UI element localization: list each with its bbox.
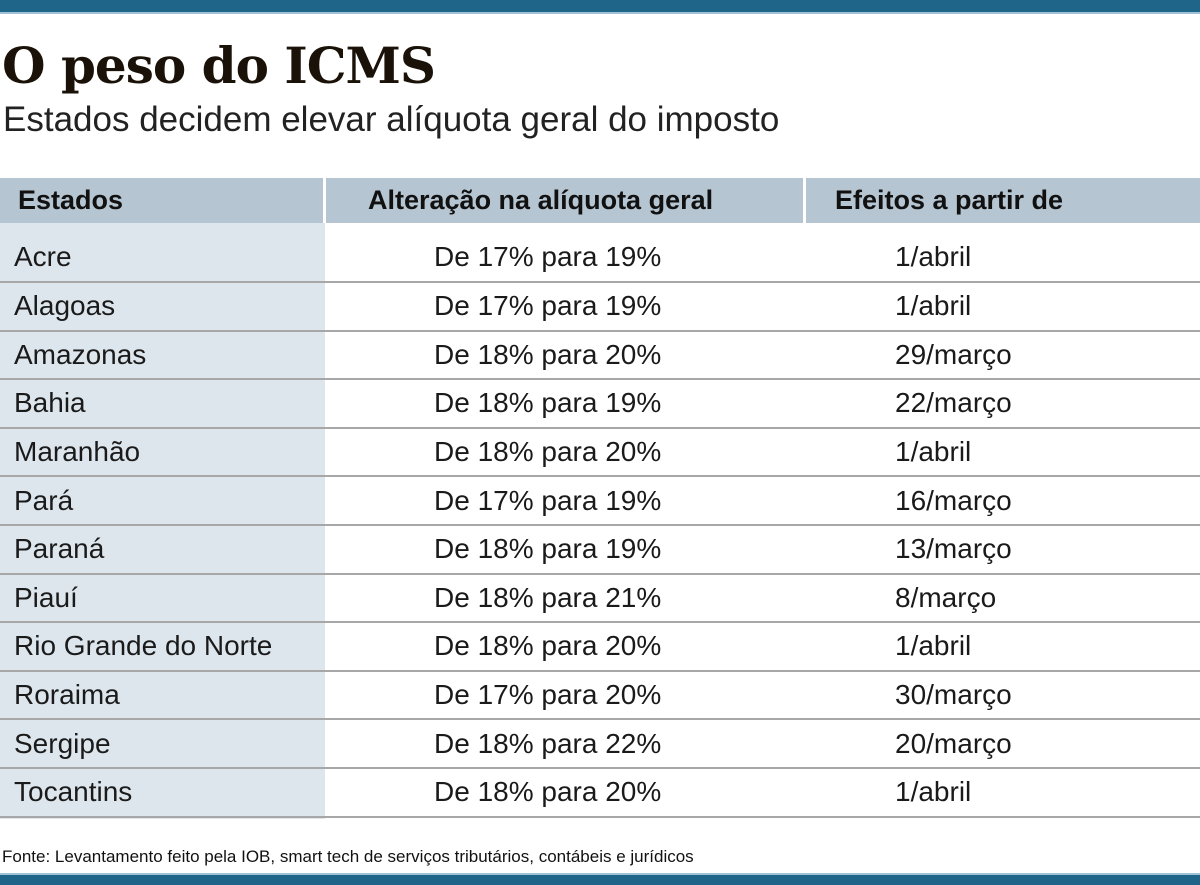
cell-efeito: 22/março bbox=[895, 387, 1012, 419]
header-estados: Estados bbox=[18, 185, 124, 215]
source-note: Fonte: Levantamento feito pela IOB, smar… bbox=[2, 847, 694, 866]
cell-alteracao: De 18% para 22% bbox=[434, 727, 662, 759]
table-row: Paraná De 18% para 19% 13/março bbox=[0, 526, 1200, 575]
table-row: Alagoas De 17% para 19% 1/abril bbox=[0, 283, 1200, 332]
cell-estado: Tocantins bbox=[14, 776, 133, 808]
table-row: Maranhão De 18% para 20% 1/abril bbox=[0, 429, 1200, 478]
cell-estado: Rio Grande do Norte bbox=[14, 630, 273, 662]
cell-estado: Piauí bbox=[14, 581, 78, 613]
header-efeitos: Efeitos a partir de bbox=[835, 185, 1064, 215]
cell-efeito: 1/abril bbox=[895, 630, 972, 662]
cell-alteracao: De 18% para 19% bbox=[434, 387, 662, 419]
column-divider bbox=[803, 178, 806, 223]
cell-efeito: 29/março bbox=[895, 338, 1012, 370]
cell-estado: Maranhão bbox=[14, 436, 141, 468]
cell-alteracao: De 18% para 20% bbox=[434, 338, 662, 370]
table-row: Sergipe De 18% para 22% 20/março bbox=[0, 720, 1200, 769]
cell-efeito: 1/abril bbox=[895, 776, 972, 808]
table-row: Bahia De 18% para 19% 22/março bbox=[0, 380, 1200, 429]
cell-estado: Amazonas bbox=[14, 338, 147, 370]
cell-estado: Pará bbox=[14, 484, 74, 516]
table-row: Acre De 17% para 19% 1/abril bbox=[0, 223, 1200, 283]
cell-efeito: 8/março bbox=[895, 581, 997, 613]
page-title: O peso do ICMS bbox=[2, 36, 436, 95]
cell-alteracao: De 17% para 19% bbox=[434, 484, 662, 516]
table-row: Piauí De 18% para 21% 8/março bbox=[0, 575, 1200, 624]
cell-alteracao: De 18% para 19% bbox=[434, 533, 662, 565]
cell-estado: Acre bbox=[14, 241, 72, 272]
table-row: Pará De 17% para 19% 16/março bbox=[0, 477, 1200, 526]
column-divider bbox=[323, 178, 326, 223]
cell-alteracao: De 18% para 20% bbox=[434, 776, 662, 808]
table-row: Amazonas De 18% para 20% 29/março bbox=[0, 332, 1200, 381]
table-row: Roraima De 17% para 20% 30/março bbox=[0, 672, 1200, 721]
cell-efeito: 13/março bbox=[895, 533, 1012, 565]
cell-estado: Alagoas bbox=[14, 290, 116, 322]
table-row: Tocantins De 18% para 20% 1/abril bbox=[0, 769, 1200, 818]
cell-estado: Sergipe bbox=[14, 727, 111, 759]
cell-estado: Paraná bbox=[14, 533, 105, 565]
bottom-bar bbox=[0, 873, 1200, 885]
cell-efeito: 1/abril bbox=[895, 436, 972, 468]
page-subtitle: Estados decidem elevar alíquota geral do… bbox=[3, 100, 780, 139]
top-bar bbox=[0, 0, 1200, 14]
cell-alteracao: De 17% para 19% bbox=[434, 290, 662, 322]
cell-estado: Roraima bbox=[14, 679, 120, 711]
cell-efeito: 30/março bbox=[895, 679, 1012, 711]
header-alteracao: Alteração na alíquota geral bbox=[368, 185, 714, 215]
cell-efeito: 1/abril bbox=[895, 241, 972, 272]
cell-alteracao: De 18% para 20% bbox=[434, 436, 662, 468]
table-header: Estados Alteração na alíquota geral Efei… bbox=[0, 178, 1200, 223]
cell-alteracao: De 17% para 19% bbox=[434, 241, 662, 272]
cell-efeito: 1/abril bbox=[895, 290, 972, 322]
cell-alteracao: De 18% para 21% bbox=[434, 581, 662, 613]
cell-efeito: 16/março bbox=[895, 484, 1012, 516]
cell-alteracao: De 18% para 20% bbox=[434, 630, 662, 662]
table-row: Rio Grande do Norte De 18% para 20% 1/abri… bbox=[0, 623, 1200, 672]
cell-alteracao: De 17% para 20% bbox=[434, 679, 662, 711]
cell-estado: Bahia bbox=[14, 387, 86, 419]
cell-efeito: 20/março bbox=[895, 727, 1012, 759]
